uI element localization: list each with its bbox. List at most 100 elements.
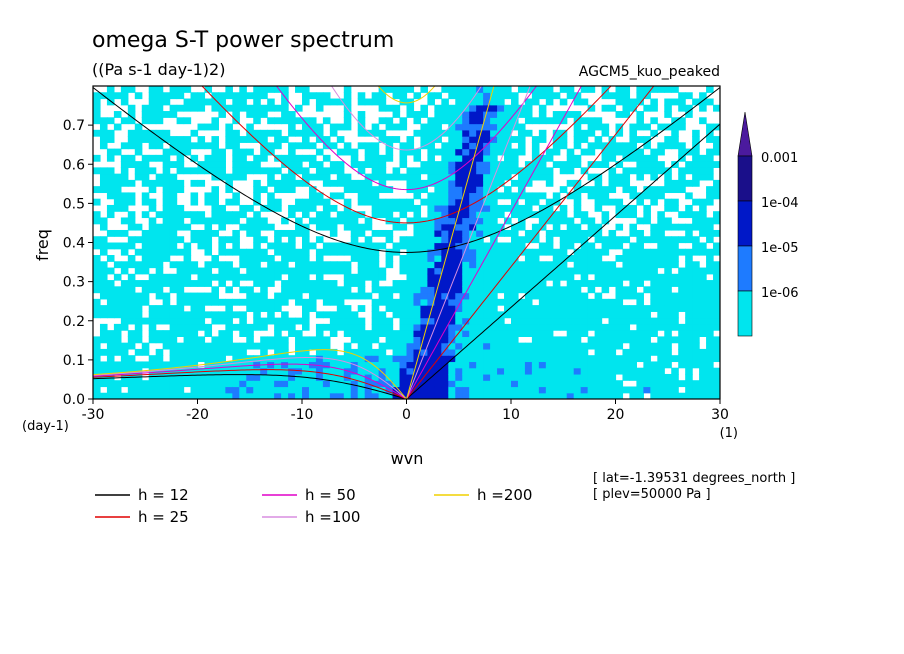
power-cell [483, 373, 491, 381]
power-cell [455, 361, 463, 369]
power-cell [566, 111, 575, 118]
power-cell [99, 261, 108, 269]
power-cell [378, 311, 387, 319]
power-cell [183, 223, 192, 231]
power-cell [678, 298, 686, 306]
power-cell [511, 305, 519, 312]
power-cell [657, 86, 665, 93]
power-cell [211, 217, 219, 225]
power-cell [288, 292, 296, 300]
power-cell [531, 255, 540, 262]
power-cell [664, 98, 672, 106]
power-cell [601, 148, 610, 156]
power-cell [483, 136, 491, 143]
power-cell [99, 330, 108, 337]
power-cell [329, 355, 338, 363]
power-cell [267, 104, 275, 112]
power-cell [524, 255, 533, 262]
power-cell [155, 142, 164, 150]
power-cell [643, 211, 651, 219]
power-cell [322, 117, 331, 125]
power-cell [573, 161, 582, 168]
power-cell [629, 273, 637, 281]
power-cell [134, 148, 143, 156]
power-cell [427, 336, 435, 344]
power-cell [545, 298, 554, 306]
power-cell [580, 348, 589, 356]
power-cell [427, 229, 435, 237]
power-cell [497, 129, 505, 137]
power-cell [281, 154, 289, 162]
power-cell [93, 167, 101, 175]
power-cell [169, 204, 178, 212]
power-cell [587, 317, 596, 325]
power-cell [552, 355, 561, 363]
power-cell [517, 111, 526, 118]
power-cell [524, 292, 533, 300]
power-cell [211, 229, 219, 237]
power-cell [99, 392, 108, 399]
power-cell [120, 361, 129, 369]
power-cell [371, 192, 380, 200]
power-cell [685, 223, 693, 231]
power-cell [455, 111, 463, 118]
power-cell [497, 111, 505, 118]
power-cell [434, 280, 442, 287]
power-cell [511, 261, 519, 269]
power-cell [399, 342, 408, 350]
power-cell [524, 179, 533, 187]
power-cell [511, 367, 519, 375]
power-cell [274, 198, 282, 206]
power-cell [127, 117, 136, 125]
power-cell [413, 179, 422, 187]
power-cell [636, 167, 644, 175]
power-cell [211, 392, 219, 399]
power-cell [295, 286, 303, 294]
power-cell [378, 161, 387, 168]
power-cell [204, 223, 213, 231]
power-cell [169, 229, 178, 237]
power-cell [239, 367, 247, 375]
power-cell [371, 355, 380, 363]
power-cell [636, 248, 644, 256]
power-cell [552, 267, 561, 275]
power-cell [615, 273, 624, 281]
power-cell [399, 298, 408, 306]
kelvin-wave-curve [406, 86, 655, 399]
y-axis-ticks: 0.00.10.20.30.40.50.60.7 [63, 118, 93, 408]
power-cell [657, 167, 665, 175]
power-cell [559, 161, 568, 168]
power-cell [232, 129, 240, 137]
power-cell [253, 386, 261, 394]
power-cell [336, 242, 345, 250]
power-cell [239, 273, 247, 281]
power-cell [517, 223, 526, 231]
power-cell [462, 298, 470, 306]
power-cell [399, 198, 408, 206]
power-cell [364, 198, 373, 206]
power-cell [692, 198, 700, 206]
power-cell [169, 111, 178, 118]
power-cell [253, 117, 261, 125]
power-cell [594, 305, 603, 312]
power-cell [462, 192, 470, 200]
power-cell [580, 117, 589, 125]
power-cell [566, 242, 575, 250]
power-cell [134, 236, 143, 244]
power-cell [545, 317, 554, 325]
power-cell [538, 380, 547, 388]
power-cell [573, 154, 582, 162]
power-cell [302, 86, 310, 93]
power-cell [295, 261, 303, 269]
power-cell [371, 280, 380, 287]
power-cell [336, 136, 345, 143]
power-cell [476, 286, 484, 294]
power-cell [497, 242, 505, 250]
power-cell [336, 261, 345, 269]
power-cell [476, 373, 484, 381]
power-cell [413, 236, 422, 244]
power-cell [713, 317, 720, 325]
power-cell [315, 161, 324, 168]
power-cell [364, 392, 373, 399]
power-cell [594, 117, 603, 125]
